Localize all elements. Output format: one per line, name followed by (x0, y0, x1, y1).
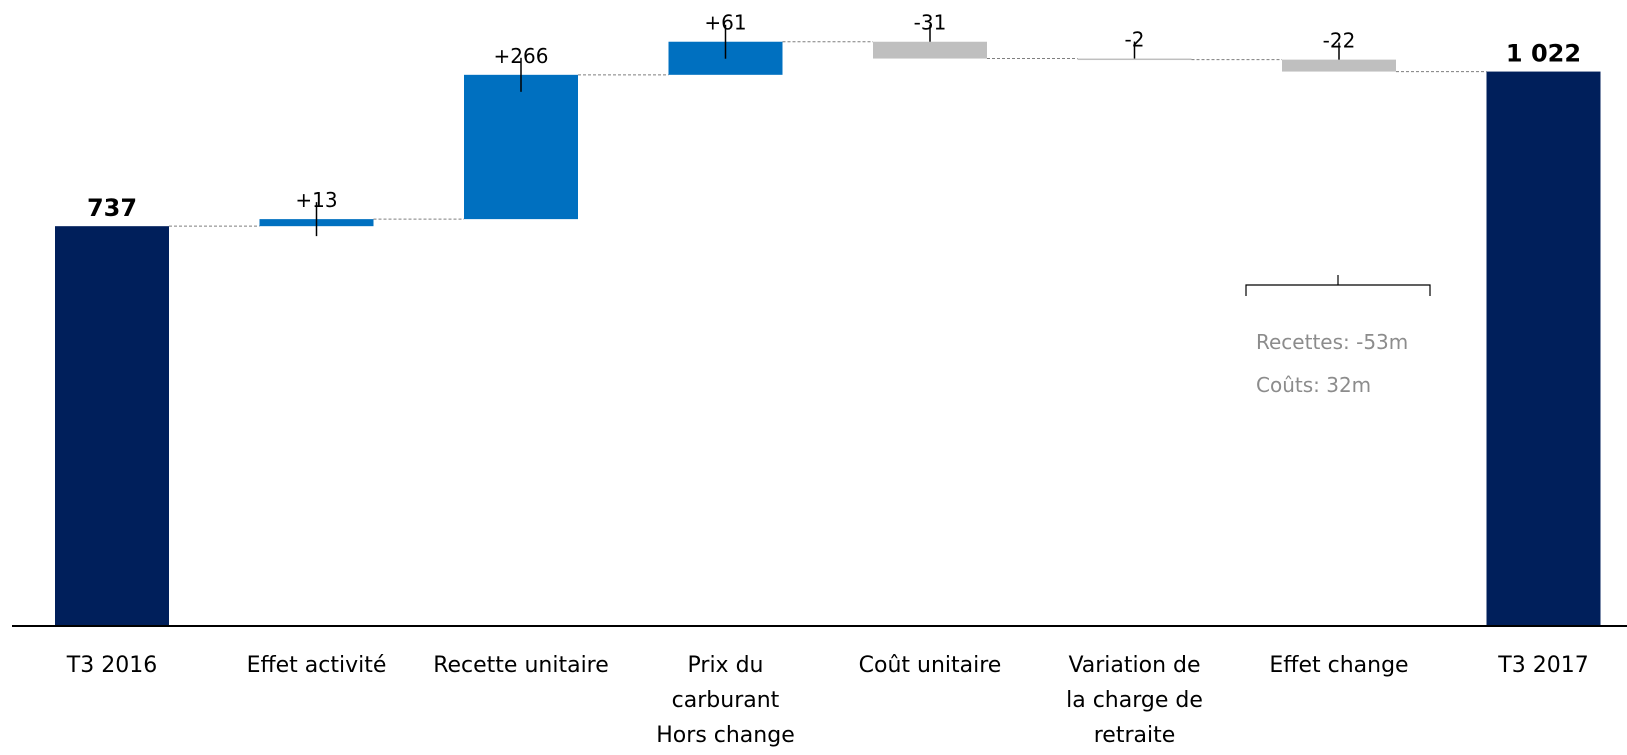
annotation-line-couts: Coûts: 32m (1256, 373, 1371, 397)
category-label-recette-unitaire: Recette unitaire (433, 653, 609, 678)
category-label-t3-2017: T3 2017 (1497, 653, 1588, 678)
category-label-variation-charge-retraite: Variation de la charge de retraite (1066, 653, 1203, 748)
value-label-t3-2016: 737 (87, 194, 137, 222)
bar-t3-2017 (1486, 71, 1601, 626)
category-label-effet-change: Effet change (1269, 653, 1408, 678)
category-label-effet-activite: Effet activité (247, 653, 387, 678)
category-label-cout-unitaire: Coût unitaire (859, 653, 1002, 678)
bar-recette-unitaire (464, 74, 578, 220)
value-labels: 737 +13+266+61 -31-2 -22 1 022 (87, 11, 1581, 237)
category-label-t3-2016: T3 2016 (66, 653, 157, 678)
category-label-prix-du-carburant: Prix du carburant Hors change (656, 653, 794, 748)
bar-variation-charge-retraite (1077, 58, 1192, 61)
annotation-line-recettes: Recettes: -53m (1256, 330, 1408, 354)
bars (55, 41, 1601, 627)
bar-cout-unitaire (873, 41, 987, 59)
bar-t3-2016 (55, 226, 169, 627)
value-label-variation-charge-retraite: -2 (1125, 28, 1145, 52)
value-label-t3-2017: 1 022 (1506, 40, 1581, 68)
category-labels: T3 2016 Effet activité Recette unitaire Pri… (66, 653, 1589, 748)
annotation-brace (1245, 275, 1431, 296)
bar-effet-change (1282, 59, 1396, 72)
connector-lines (169, 41, 1487, 227)
effet-change-annotation: Recettes: -53m Coûts: 32m (1245, 275, 1431, 397)
